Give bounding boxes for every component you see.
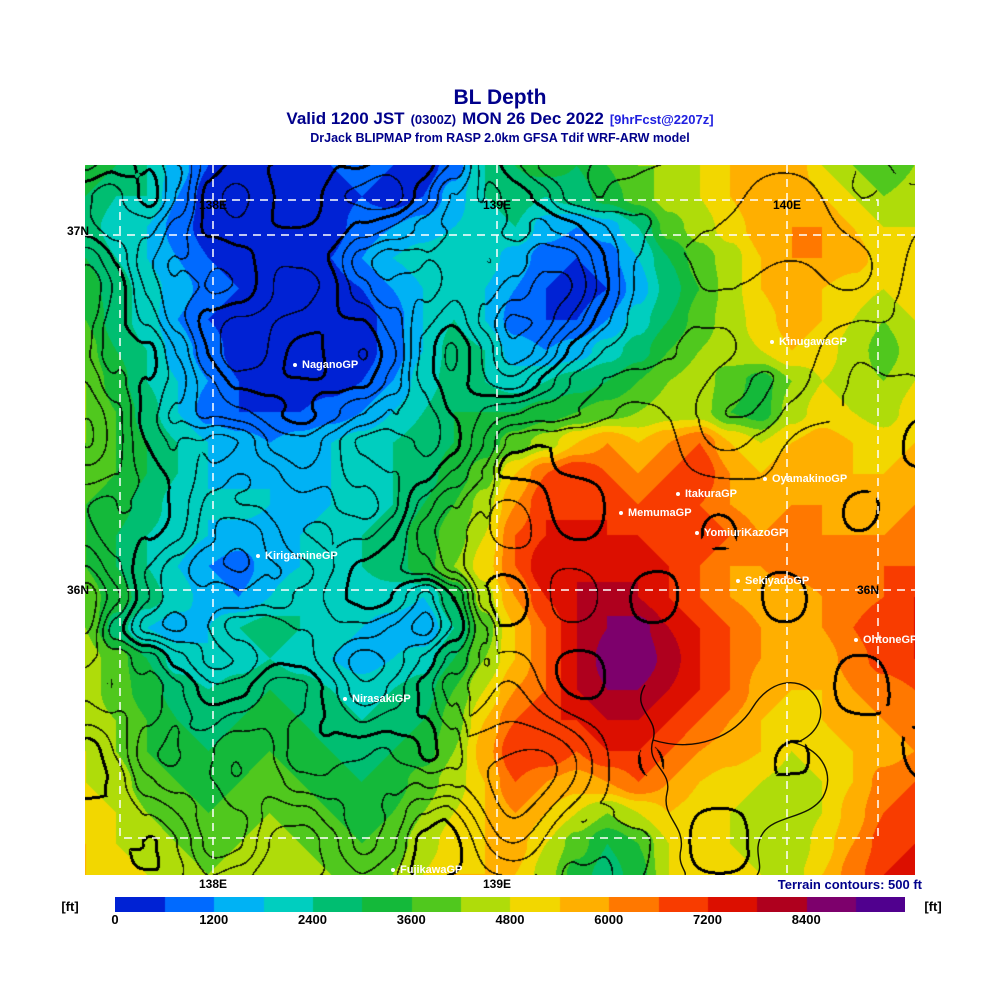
site-marker-SekiyadoGP: SekiyadoGP [736,574,809,588]
colorbar-tick-3600: 3600 [396,912,426,927]
site-dot-icon [770,340,774,344]
units-label-right: [ft] [924,899,942,914]
site-marker-OyamakinoGP: OyamakinoGP [763,472,847,486]
forecast-tag: [9hrFcst@2207z] [609,112,714,127]
lon-label-bottom-139e: 139E [482,877,512,891]
map-overlay [85,165,915,875]
site-label: ItakuraGP [685,488,737,500]
valid-date: MON 26 Dec 2022 [462,109,604,128]
site-marker-YomiuriKazoGP: YomiuriKazoGP [695,526,786,540]
site-label: OhtoneGP [863,634,915,646]
domain-boundary-rect [119,199,879,839]
header: BL Depth Valid 1200 JST (0300Z) MON 26 Dec… [0,86,1000,146]
site-label: FujikawaGP [400,864,463,875]
valid-time: Valid 1200 JST [286,109,405,128]
lon-label-top-138E: 138E [198,198,228,212]
site-dot-icon [343,697,347,701]
boundary-line [640,681,829,875]
colorbar-tick-6000: 6000 [594,912,624,927]
colorbar-tick-0: 0 [111,912,119,927]
page-title: BL Depth [453,86,547,109]
site-marker-MemumaGP: MemumaGP [619,506,692,520]
lat-label-36n-right: 36N [856,583,880,597]
site-dot-icon [256,554,260,558]
site-label: NaganoGP [302,359,359,371]
valid-zulu: (0300Z) [410,112,457,127]
colorbar-tick-2400: 2400 [298,912,327,927]
lon-label-top-139E: 139E [482,198,512,212]
site-label: SekiyadoGP [745,575,810,587]
site-dot-icon [391,868,395,872]
lon-label-bottom-138e: 138E [198,877,228,891]
colorbar: 0 1200 2400 3600 4800 6000 7200 8400 [111,897,905,937]
lat-label-36n-left: 36N [66,583,89,597]
lon-label-top-140E: 140E [772,198,802,212]
terrain-contours-note: Terrain contours: 500 ft [777,877,922,892]
site-dot-icon [736,579,740,583]
bl-depth-heatmap [85,165,915,875]
site-marker-NirasakiGP: NirasakiGP [343,692,411,706]
site-marker-KirigamineGP: KirigamineGP [256,549,338,563]
site-dot-icon [854,638,858,642]
site-marker-ItakuraGP: ItakuraGP [676,487,737,501]
site-dot-icon [293,363,297,367]
site-label: KinugawaGP [779,336,847,348]
site-marker-NaganoGP: NaganoGP [293,358,358,372]
site-dot-icon [695,531,699,535]
colorbar-gradient [115,897,905,912]
site-label: YomiuriKazoGP [704,527,787,539]
colorbar-tick-4800: 4800 [495,912,525,927]
lat-label-37n-left: 37N [66,224,89,238]
units-label-left: [ft] [61,899,79,914]
site-marker-KinugawaGP: KinugawaGP [770,335,847,349]
site-dot-icon [676,492,680,496]
site-dot-icon [619,511,623,515]
site-dot-icon [763,477,767,481]
colorbar-tick-1200: 1200 [199,912,229,927]
site-label: MemumaGP [628,507,692,519]
site-marker-FujikawaGP: FujikawaGP [391,863,462,875]
site-marker-OhtoneGP: OhtoneGP [854,633,915,647]
site-label: NirasakiGP [352,693,411,705]
colorbar-tick-7200: 7200 [693,912,722,927]
site-label: KirigamineGP [265,550,338,562]
colorbar-tick-8400: 8400 [791,912,821,927]
map-area: 138E 139E 140E 36N NaganoGP KinugawaGP Oyamaki… [85,165,915,875]
model-line: DrJack BLIPMAP from RASP 2.0km GFSA Tdif… [310,131,690,145]
site-label: OyamakinoGP [772,473,848,485]
valid-line: Valid 1200 JST (0300Z) MON 26 Dec 2022 [9hr… [0,109,1000,130]
